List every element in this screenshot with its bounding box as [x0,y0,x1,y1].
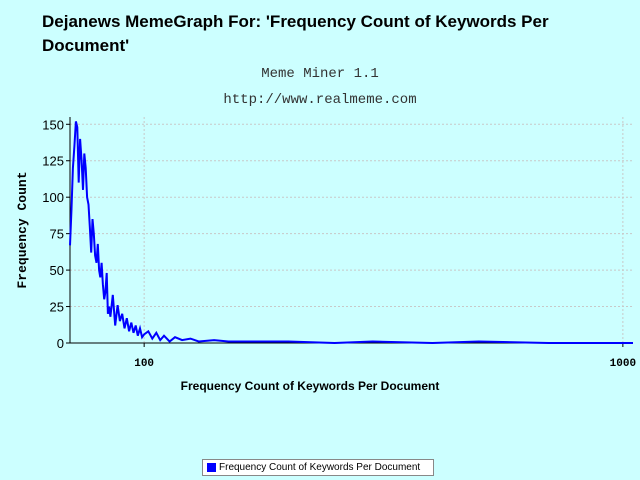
chart-title: Dejanews MemeGraph For: 'Frequency Count… [42,12,549,55]
x-tick-label: 100 [134,358,154,370]
grid-layer [70,117,633,343]
y-axis: 0 25 50 75 100 125 150 [42,117,70,351]
y-tick-label: 125 [42,154,64,169]
y-tick-label: 150 [42,117,64,132]
x-axis: 100 1000 [134,343,636,370]
y-tick-label: 0 [57,336,64,351]
plot-area [70,117,633,343]
series-line-keyword-frequency [69,121,633,345]
legend: Frequency Count of Keywords Per Document [202,459,434,476]
legend-label: Frequency Count of Keywords Per Document [219,462,421,473]
x-tick-label: 1000 [610,358,636,370]
y-tick-label: 50 [50,263,64,278]
chart-subtitle-app: Meme Miner 1.1 [261,66,379,82]
chart-subtitle-url: http://www.realmeme.com [223,92,417,108]
y-tick-label: 75 [50,227,64,242]
x-axis-title: Frequency Count of Keywords Per Document [181,379,440,393]
legend-swatch [207,463,216,472]
y-tick-label: 25 [50,300,64,315]
y-axis-title: Frequency Count [15,171,30,288]
y-tick-label: 100 [42,190,64,205]
